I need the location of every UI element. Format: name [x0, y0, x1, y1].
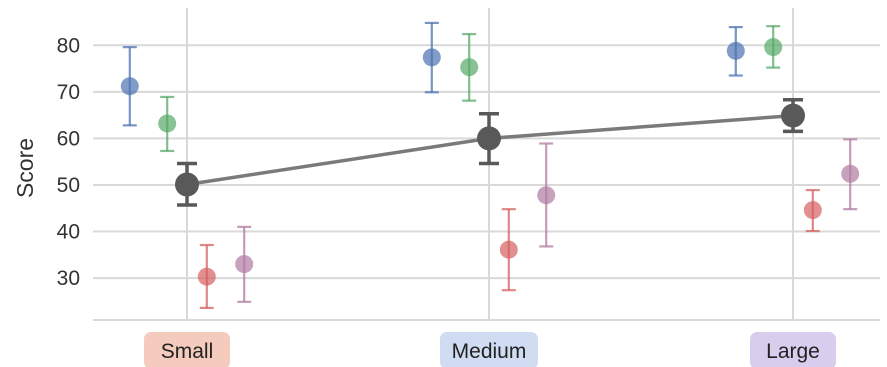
- data-point: [235, 255, 254, 274]
- y-tick-label: 80: [57, 34, 80, 57]
- data-point: [197, 267, 216, 286]
- data-point: [120, 77, 139, 96]
- data-point: [764, 38, 783, 57]
- data-point: [158, 114, 177, 133]
- y-axis-label: Score: [12, 138, 38, 198]
- data-point: [841, 164, 860, 183]
- data-point: [422, 48, 441, 67]
- y-tick-label: 60: [57, 127, 80, 150]
- data-point: [460, 58, 479, 77]
- category-badge: [750, 332, 836, 367]
- mean-series: [175, 97, 805, 207]
- x-tick-label: Medium: [452, 340, 527, 363]
- category-badge: [144, 332, 230, 367]
- grid: [93, 8, 880, 321]
- mean-point: [477, 126, 501, 151]
- category-badge: [440, 332, 538, 367]
- data-point: [803, 201, 822, 220]
- x-tick-label: Large: [766, 340, 820, 363]
- x-tick-label: Small: [161, 340, 214, 363]
- data-point: [726, 41, 745, 60]
- y-tick-labels: 30 40 50 60 70 80: [57, 34, 80, 290]
- y-tick-label: 40: [57, 221, 80, 244]
- category-labels: Small Medium Large: [144, 332, 836, 367]
- y-tick-label: 70: [57, 81, 80, 104]
- mean-point: [175, 172, 199, 197]
- y-tick-label: 50: [57, 174, 80, 197]
- data-point: [537, 186, 556, 205]
- data-point: [499, 240, 518, 259]
- mean-point: [781, 103, 805, 128]
- series: [120, 21, 860, 309]
- y-tick-label: 30: [57, 267, 80, 290]
